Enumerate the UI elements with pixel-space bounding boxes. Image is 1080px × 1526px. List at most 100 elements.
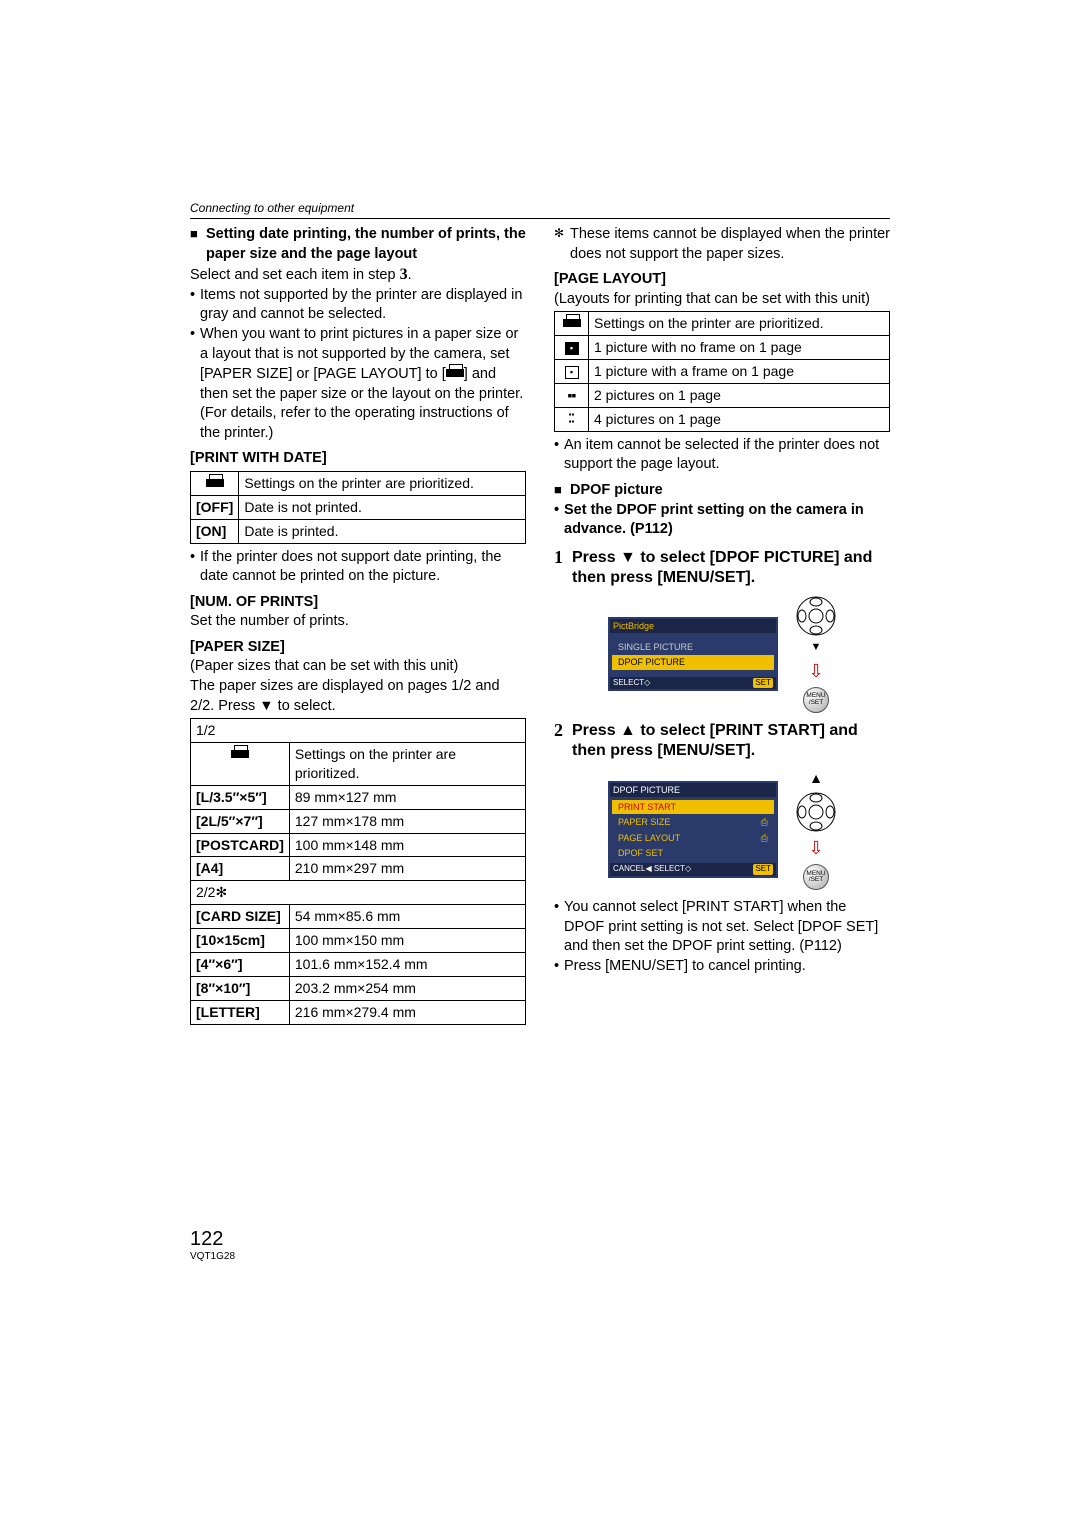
table-cell: 54 mm×85.6 mm	[289, 905, 525, 929]
text-line: (Layouts for printing that can be set wi…	[554, 290, 890, 310]
screen-footer: SELECT◇	[613, 678, 650, 689]
text-line: Set the number of prints.	[190, 612, 526, 632]
menu-item: DPOF SET	[612, 846, 774, 860]
step-number: 2	[554, 719, 563, 742]
bullet-item: Press [MENU/SET] to cancel printing.	[554, 957, 890, 977]
table-cell: Settings on the printer are prioritized.	[289, 743, 525, 786]
table-cell: ▪	[555, 360, 589, 384]
table-cell: 210 mm×297 mm	[289, 857, 525, 881]
layout-1up-frame-icon: ▪	[565, 366, 579, 379]
table-cell: ▪▪	[555, 384, 589, 408]
section-heading: Setting date printing, the number of pri…	[190, 225, 526, 264]
screen-set-label: SET	[753, 864, 773, 875]
table-cell: 101.6 mm×152.4 mm	[289, 953, 525, 977]
table-cell: Settings on the printer are prioritized.	[589, 312, 890, 336]
text-line: Select and set each item in step 3.	[190, 264, 526, 286]
subheading: [PAGE LAYOUT]	[554, 270, 890, 290]
bullet-item: If the printer does not support date pri…	[190, 548, 526, 587]
screen-title: PictBridge	[610, 619, 776, 633]
control-column: ▼ ⇩ MENU /SET	[796, 596, 836, 713]
screen-illustration-1: PictBridge SINGLE PICTURE DPOF PICTURE S…	[554, 596, 890, 713]
subheading: [PRINT WITH DATE]	[190, 449, 526, 469]
text-line: (Paper sizes that can be set with this u…	[190, 657, 526, 677]
table-cell: 4 pictures on 1 page	[589, 408, 890, 432]
step-number: 1	[554, 546, 563, 569]
bullet-item: You cannot select [PRINT START] when the…	[554, 898, 890, 957]
table-cell: Date is not printed.	[239, 495, 526, 519]
paper-size-table: 1/2 Settings on the printer are prioriti…	[190, 718, 526, 1025]
table-cell: [LETTER]	[191, 1000, 290, 1024]
table-cell: Settings on the printer are prioritized.	[239, 471, 526, 495]
layout-4up-icon: ▪▪▪▪	[569, 411, 575, 425]
table-cell: 1 picture with no frame on 1 page	[589, 336, 890, 360]
left-column: Setting date printing, the number of pri…	[190, 225, 526, 1029]
page-footer: 122 VQT1G28	[190, 1228, 235, 1262]
table-cell: 100 mm×150 mm	[289, 929, 525, 953]
bullet-item: An item cannot be selected if the printe…	[554, 436, 890, 475]
table-cell	[191, 471, 239, 495]
step-heading: 1 Press ▼ to select [DPOF PICTURE] and t…	[554, 548, 890, 588]
layout-1up-noframe-icon: ▪	[565, 342, 579, 355]
subheading: [NUM. OF PRINTS]	[190, 593, 526, 613]
table-cell	[555, 312, 589, 336]
breadcrumb: Connecting to other equipment	[190, 200, 890, 219]
doc-code: VQT1G28	[190, 1251, 235, 1262]
subheading: [PAPER SIZE]	[190, 638, 526, 658]
dpad-icon	[796, 792, 836, 832]
table-cell: 203.2 mm×254 mm	[289, 976, 525, 1000]
footnote: These items cannot be displayed when the…	[554, 225, 890, 264]
bullet-item: Set the DPOF print setting on the camera…	[554, 501, 890, 540]
printer-icon	[206, 474, 224, 488]
menu-set-button-icon: MENU /SET	[803, 687, 829, 713]
table-cell	[191, 743, 290, 786]
camera-screen: DPOF PICTURE PRINT START PAPER SIZE ⎙ PA…	[608, 781, 778, 878]
table-cell: [10×15cm]	[191, 929, 290, 953]
right-column: These items cannot be displayed when the…	[554, 225, 890, 1029]
menu-item: PAGE LAYOUT ⎙	[612, 831, 774, 845]
screen-footer: CANCEL◀ SELECT◇	[613, 864, 691, 875]
screen-set-label: SET	[753, 678, 773, 689]
table-cell: 216 mm×279.4 mm	[289, 1000, 525, 1024]
printer-icon	[563, 314, 581, 328]
step-heading: 2 Press ▲ to select [PRINT START] and th…	[554, 721, 890, 761]
table-cell: [8″×10″]	[191, 976, 290, 1000]
table-cell: [ON]	[191, 519, 239, 543]
control-column: ▲ ⇩ MENU /SET	[796, 769, 836, 890]
table-header: 1/2	[191, 719, 526, 743]
table-cell: 127 mm×178 mm	[289, 809, 525, 833]
down-arrow-icon: ▼	[811, 640, 822, 655]
menu-set-button-icon: MENU /SET	[803, 864, 829, 890]
press-arrow-icon: ⇩	[808, 659, 823, 683]
table-cell: 100 mm×148 mm	[289, 833, 525, 857]
screen-illustration-2: DPOF PICTURE PRINT START PAPER SIZE ⎙ PA…	[554, 769, 890, 890]
menu-item: SINGLE PICTURE	[612, 640, 774, 654]
menu-item-selected: DPOF PICTURE	[612, 655, 774, 669]
table-cell: [CARD SIZE]	[191, 905, 290, 929]
up-arrow-icon: ▲	[809, 769, 823, 788]
printer-icon	[446, 364, 464, 378]
table-cell: [2L/5″×7″]	[191, 809, 290, 833]
table-cell: 89 mm×127 mm	[289, 785, 525, 809]
layout-2up-icon: ▪▪	[568, 387, 576, 403]
menu-item-selected: PRINT START	[612, 800, 774, 814]
table-cell: Date is printed.	[239, 519, 526, 543]
bullet-item: Items not supported by the printer are d…	[190, 286, 526, 325]
table-cell: ▪	[555, 336, 589, 360]
print-with-date-table: Settings on the printer are prioritized.…	[190, 471, 526, 544]
two-column-layout: Setting date printing, the number of pri…	[190, 225, 890, 1029]
table-cell: [L/3.5″×5″]	[191, 785, 290, 809]
page-layout-table: Settings on the printer are prioritized.…	[554, 311, 890, 431]
page-number: 122	[190, 1228, 235, 1251]
menu-item: PAPER SIZE ⎙	[612, 815, 774, 829]
table-header: 2/2✻	[191, 881, 526, 905]
section-heading: DPOF picture	[554, 481, 890, 501]
table-cell: [4″×6″]	[191, 953, 290, 977]
table-cell: [OFF]	[191, 495, 239, 519]
camera-screen: PictBridge SINGLE PICTURE DPOF PICTURE S…	[608, 617, 778, 691]
text-line: The paper sizes are displayed on pages 1…	[190, 677, 526, 716]
bullet-item: When you want to print pictures in a pap…	[190, 325, 526, 443]
dpad-icon	[796, 596, 836, 636]
press-arrow-icon: ⇩	[808, 836, 823, 860]
page-content: Connecting to other equipment Setting da…	[190, 200, 890, 1029]
table-cell: 2 pictures on 1 page	[589, 384, 890, 408]
